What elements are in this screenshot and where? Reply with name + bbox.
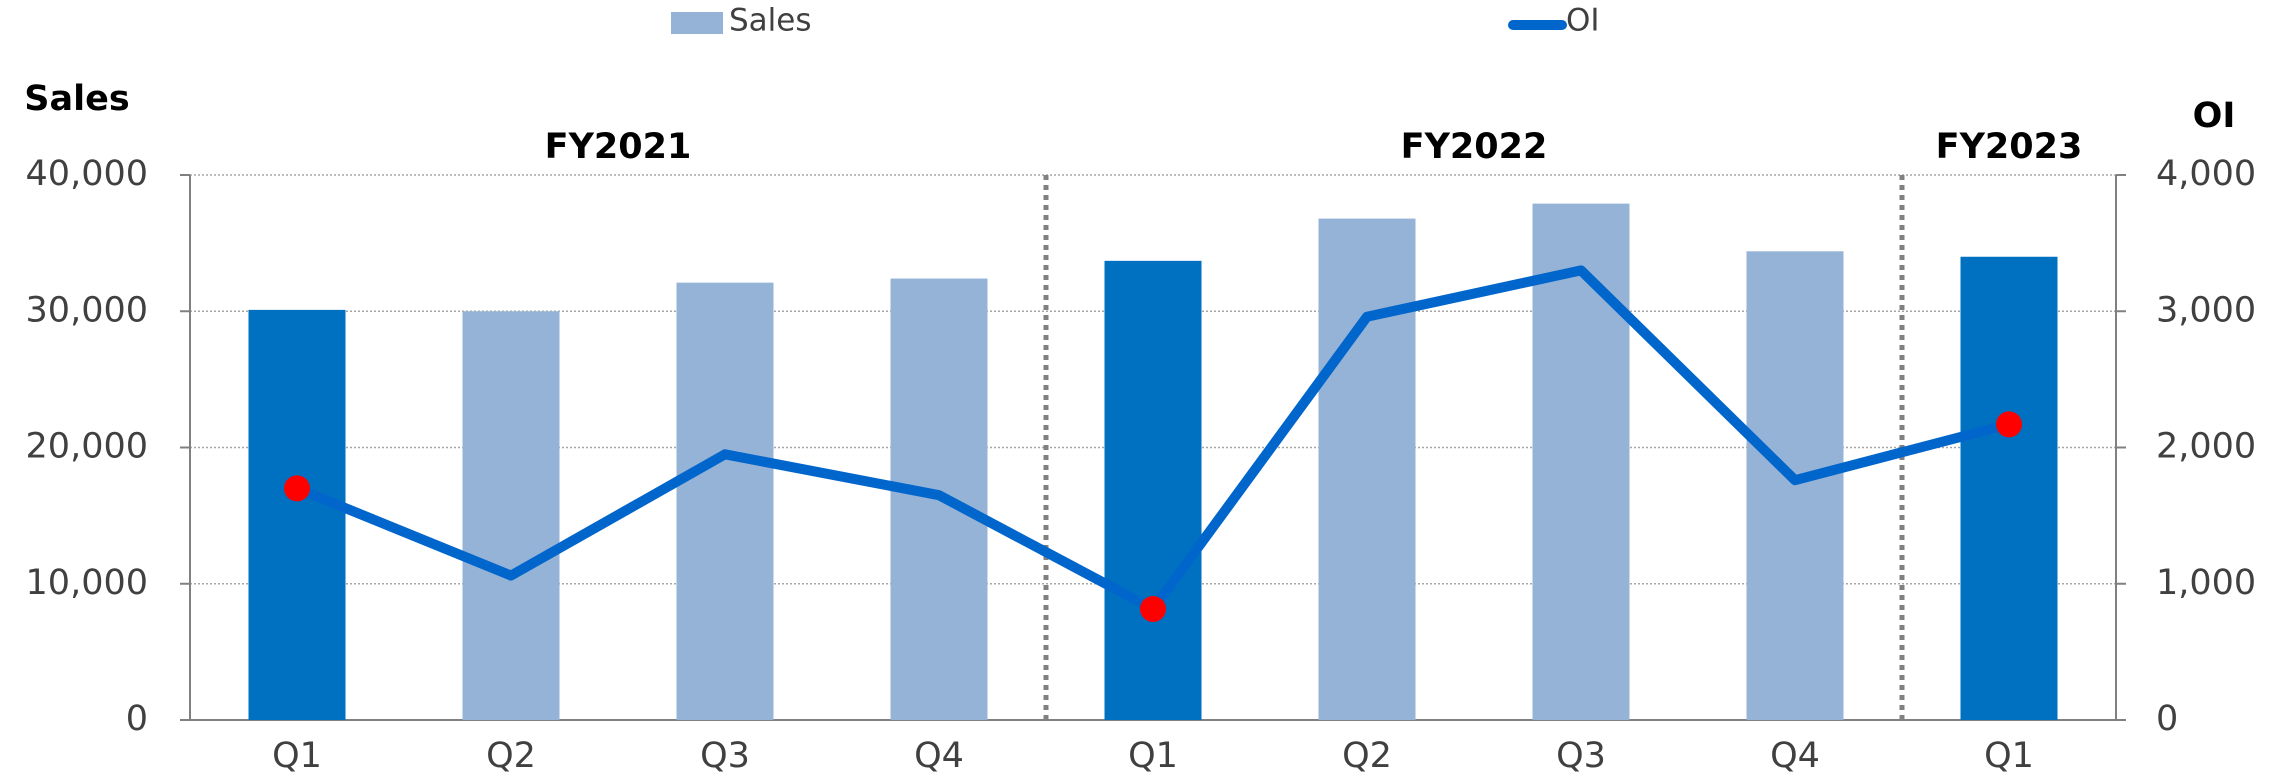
legend-label: Sales — [729, 3, 812, 39]
marker — [1140, 595, 1166, 622]
bar — [248, 309, 346, 720]
bar — [462, 311, 560, 720]
bar — [1104, 260, 1202, 720]
y-tick-label: 40,000 — [26, 154, 148, 194]
y-axis-title: Sales — [24, 79, 129, 119]
x-tick-label: Q3 — [700, 736, 750, 776]
group-label: FY2021 — [545, 127, 692, 167]
x-tick-label: Q2 — [1342, 736, 1392, 776]
marker — [1996, 411, 2022, 438]
y-tick-label: 10,000 — [26, 563, 148, 603]
bar — [676, 282, 774, 720]
y2-tick-label: 1,000 — [2156, 563, 2256, 603]
x-tick-label: Q4 — [1770, 736, 1820, 776]
y2-tick-label: 0 — [2156, 699, 2178, 739]
y2-tick-label: 2,000 — [2156, 427, 2256, 467]
group-label: FY2022 — [1401, 127, 1548, 167]
y-tick-label: 0 — [126, 699, 148, 739]
legend-label: OI — [1566, 3, 1600, 39]
x-tick-label: Q2 — [486, 736, 536, 776]
bar — [1532, 203, 1630, 721]
legend-swatch — [671, 12, 723, 34]
x-tick-label: Q1 — [1128, 736, 1178, 776]
x-tick-label: Q4 — [914, 736, 964, 776]
x-tick-label: Q1 — [1984, 736, 2034, 776]
y2-tick-label: 3,000 — [2156, 290, 2256, 330]
marker — [284, 475, 310, 502]
y2-tick-label: 4,000 — [2156, 154, 2256, 194]
y-tick-label: 30,000 — [26, 290, 148, 330]
group-label: FY2023 — [1936, 127, 2083, 167]
x-tick-label: Q1 — [272, 736, 322, 776]
y-tick-label: 20,000 — [26, 427, 148, 467]
bar — [1318, 218, 1416, 720]
y2-axis-title: OI — [2193, 96, 2236, 136]
x-tick-label: Q3 — [1556, 736, 1606, 776]
bar — [1746, 251, 1844, 721]
bar — [1960, 256, 2058, 720]
